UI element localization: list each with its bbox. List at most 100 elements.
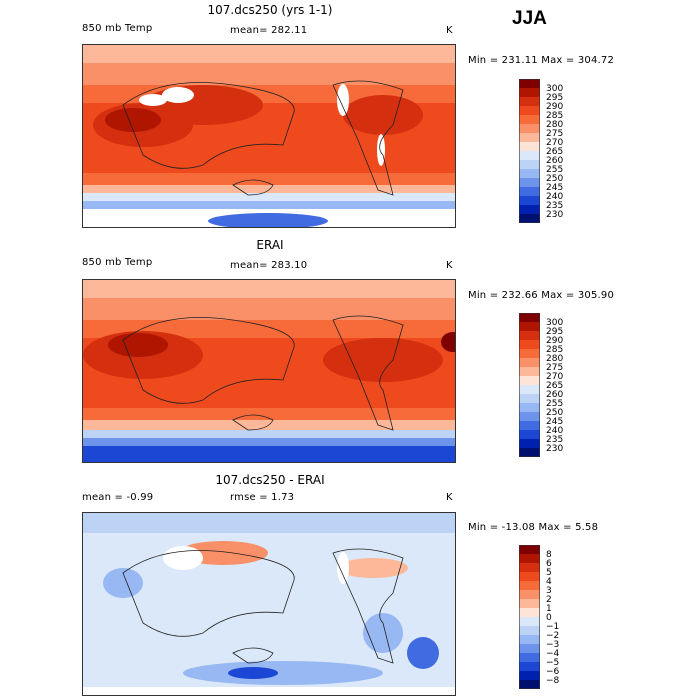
panel-2-colorbar-svg: 3002952902852802752702652602552502452402… <box>519 313 563 457</box>
colorbar-tick-label: 240 <box>546 426 563 436</box>
colorbar-frame <box>519 313 540 457</box>
colorbar-swatch <box>519 653 540 662</box>
colorbar-tick-label: 275 <box>546 129 563 139</box>
panel-2-title: ERAI <box>256 238 284 252</box>
panel-2-variable: 850 mb Temp <box>82 257 153 268</box>
colorbar-tick-label: 275 <box>546 363 563 373</box>
colorbar-swatch <box>519 367 540 376</box>
panel-1-map <box>82 44 456 228</box>
colorbar-swatch <box>519 671 540 680</box>
colorbar-tick-label: −3 <box>546 640 559 650</box>
panel-3-title: 107.dcs250 - ERAI <box>215 473 325 487</box>
colorbar-swatch <box>519 590 540 599</box>
colorbar-tick-label: 1 <box>546 604 552 614</box>
panel-2-units: K <box>446 260 453 271</box>
colorbar-tick-label: 260 <box>546 390 563 400</box>
colorbar-tick-label: 280 <box>546 354 563 364</box>
colorbar-tick-label: 2 <box>546 595 552 605</box>
colorbar-swatch <box>519 430 540 439</box>
colorbar-swatch <box>519 178 540 187</box>
colorbar-tick-label: 290 <box>546 102 563 112</box>
colorbar-swatch <box>519 106 540 115</box>
colorbar-tick-label: 240 <box>546 192 563 202</box>
colorbar-tick-label: 265 <box>546 147 563 157</box>
colorbar-swatch <box>519 394 540 403</box>
colorbar-tick-label: 230 <box>546 444 563 454</box>
colorbar-swatch <box>519 439 540 448</box>
colorbar-swatch <box>519 331 540 340</box>
colorbar-swatch <box>519 680 540 689</box>
panel-3-rmse: rmse = 1.73 <box>230 492 295 503</box>
colorbar-swatch <box>519 403 540 412</box>
colorbar-tick-label: −1 <box>546 622 559 632</box>
colorbar-swatch <box>519 196 540 205</box>
colorbar-tick-label: 295 <box>546 327 563 337</box>
colorbar-swatch <box>519 214 540 223</box>
colorbar-tick-label: 245 <box>546 183 563 193</box>
colorbar-tick-label: 270 <box>546 138 563 148</box>
colorbar-swatch <box>519 448 540 457</box>
colorbar-swatch <box>519 322 540 331</box>
colorbar-swatch <box>519 349 540 358</box>
colorbar-swatch <box>519 358 540 367</box>
panel-3-mean: mean = -0.99 <box>82 492 154 503</box>
colorbar-swatch <box>519 205 540 214</box>
panel-2-map <box>82 279 456 463</box>
colorbar-swatch <box>519 385 540 394</box>
colorbar-swatch <box>519 142 540 151</box>
panel-2-colorbar: 300 295 290 285 280 275 270 265 260 255 250 245 240 2… <box>519 313 579 463</box>
colorbar-tick-label: −6 <box>546 667 560 677</box>
colorbar-swatch <box>519 644 540 653</box>
panel-3-map <box>82 512 456 696</box>
colorbar-tick-label: 235 <box>546 435 563 445</box>
colorbar-tick-label: 0 <box>546 613 552 623</box>
colorbar-tick-label: −8 <box>546 676 560 686</box>
colorbar-swatch <box>519 617 540 626</box>
season-label: JJA <box>512 8 547 29</box>
colorbar-tick-label: 255 <box>546 165 563 175</box>
colorbar-swatch <box>519 626 540 635</box>
colorbar-swatch <box>519 635 540 644</box>
panel-1-colorbar: 300 295 290 285 280 275 270 265 260 255 250 245 240 2… <box>519 79 579 229</box>
colorbar-swatch <box>519 97 540 106</box>
colorbar-frame <box>519 545 540 689</box>
colorbar-swatch <box>519 608 540 617</box>
panel-1-variable: 850 mb Temp <box>82 23 153 34</box>
panel-1-units: K <box>446 25 453 36</box>
panel-3-map-svg <box>83 513 455 695</box>
colorbar-swatch <box>519 662 540 671</box>
colorbar-tick-label: 4 <box>546 577 552 587</box>
colorbar-tick-label: 260 <box>546 156 563 166</box>
colorbar-swatch <box>519 340 540 349</box>
colorbar-swatch <box>519 412 540 421</box>
colorbar-swatch <box>519 79 540 88</box>
colorbar-tick-label: −5 <box>546 658 559 668</box>
colorbar-swatch <box>519 124 540 133</box>
colorbar-tick-label: 250 <box>546 174 563 184</box>
colorbar-tick-label: 255 <box>546 399 563 409</box>
colorbar-swatch <box>519 160 540 169</box>
colorbar-frame <box>519 79 540 223</box>
colorbar-swatch <box>519 313 540 322</box>
colorbar-tick-label: 280 <box>546 120 563 130</box>
colorbar-tick-label: 285 <box>546 111 563 121</box>
colorbar-tick-label: 250 <box>546 408 563 418</box>
colorbar-tick-label: 300 <box>546 84 563 94</box>
colorbar-tick-label: 285 <box>546 345 563 355</box>
colorbar-swatch <box>519 581 540 590</box>
colorbar-swatch <box>519 599 540 608</box>
colorbar-tick-label: 290 <box>546 336 563 346</box>
panel-1-colorbar-svg: 3002952902852802752702652602552502452402… <box>519 79 563 223</box>
colorbar-tick-label: 300 <box>546 318 563 328</box>
colorbar-swatch <box>519 376 540 385</box>
colorbar-tick-label: 235 <box>546 201 563 211</box>
colorbar-swatch <box>519 563 540 572</box>
panel-3-stats: Min = -13.08 Max = 5.58 <box>468 522 599 533</box>
colorbar-swatch <box>519 133 540 142</box>
panel-1-title: 107.dcs250 (yrs 1-1) <box>207 3 333 17</box>
colorbar-swatch <box>519 187 540 196</box>
colorbar-swatch <box>519 151 540 160</box>
colorbar-tick-label: −2 <box>546 631 559 641</box>
colorbar-tick-label: −4 <box>546 649 560 659</box>
